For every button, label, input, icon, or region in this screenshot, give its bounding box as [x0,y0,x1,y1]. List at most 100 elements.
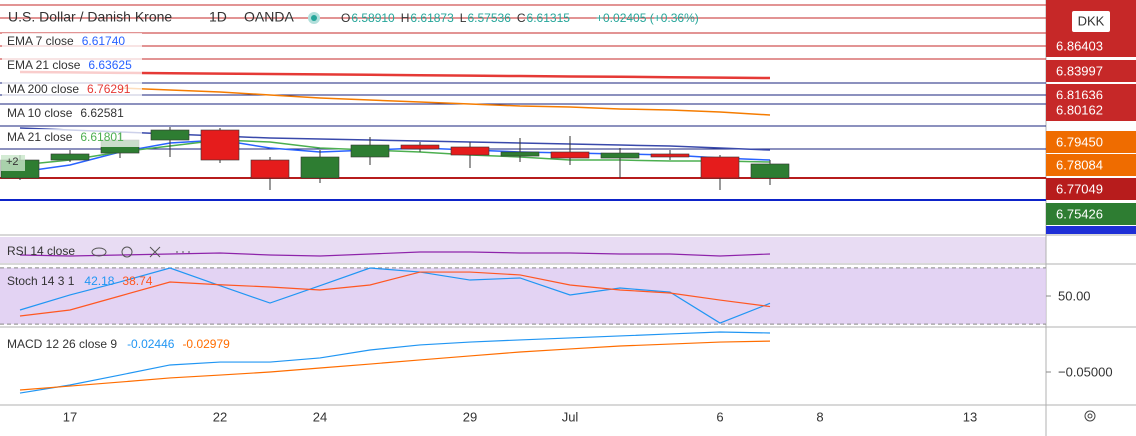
price-label-bg [1046,178,1136,200]
ohlc-key: O [341,11,350,25]
price-label: 6.79450 [1056,134,1103,149]
eye-icon[interactable] [91,247,107,257]
x-tick-label: 8 [816,409,823,424]
candle-body [450,146,490,156]
band [0,267,1046,325]
legend-value: 6.76291 [87,82,131,96]
pane-title: RSI 14 close [7,244,75,258]
candle-body [750,163,790,179]
ohlc-key: C [517,11,526,25]
interval: 1D [209,9,227,25]
price-label: 6.78084 [1056,157,1103,172]
candle-body [700,156,740,179]
legend-value: 42.18 [84,274,114,288]
ohlc-value: 6.61873 [410,11,454,25]
price-label-bg [1046,131,1136,153]
status-dot [311,15,317,21]
pane-title: Stoch 14 3 1 [7,274,75,288]
price-label-bg [1046,203,1136,225]
price-label-bg [1046,154,1136,176]
legend-bg [2,105,142,123]
legend-value: -0.02446 [127,337,175,351]
price-label-bg [1046,60,1136,82]
indicator-line [19,331,771,394]
overlay-line [19,139,771,166]
legend-name: MA 21 close [7,130,73,144]
price-label: 6.83997 [1056,63,1103,78]
candle-body [600,152,640,159]
source: OANDA [244,9,294,25]
legend-name: MA 10 close [7,106,73,120]
legend-value: 6.61801 [80,130,124,144]
x-tick-label: 13 [963,409,977,424]
x-tick-label: 22 [213,409,227,424]
close-icon[interactable] [149,246,161,258]
legend-value: 6.61740 [82,34,126,48]
legend-bg [2,33,142,51]
candle-body [200,129,240,161]
x-tick-label: 17 [63,409,77,424]
ohlc-value: 6.57536 [467,11,511,25]
legend-value: -0.02979 [182,337,230,351]
ohlc-value: 6.58910 [351,11,395,25]
legend-value: 38.74 [122,274,152,288]
overlay-line [19,127,771,151]
pane-title: MACD 12 26 close 9 [7,337,117,351]
settings-gear[interactable] [1084,410,1096,422]
price-label: 6.77049 [1056,181,1103,196]
candle-body [350,144,390,158]
price-label: 6.75426 [1056,206,1103,221]
candle-body [650,153,690,158]
indicator-line [19,340,771,391]
badge-bg [1,155,25,171]
legend-name: EMA 21 close [7,58,81,72]
x-tick-label: 24 [313,409,327,424]
ohlc-value: 6.61315 [527,11,571,25]
price-label: 6.86403 [1056,38,1103,53]
drawings [0,4,1046,201]
overlay-line [119,87,771,116]
candle-body [50,153,90,161]
overlay-line [19,70,771,80]
candle-body [150,129,190,141]
y-tick-label: 50.00 [1058,288,1091,303]
overlay-line [19,139,771,173]
legend-bg [2,81,142,99]
indicator-line [19,271,771,317]
legend-value: 6.62581 [80,106,124,120]
gear-icon[interactable] [1087,413,1093,419]
legend-value: 6.63625 [88,58,132,72]
price-label: 6.81636 [1056,87,1103,102]
indicator-line [19,251,771,257]
x-tick-label: Jul [562,409,579,424]
candle-body [550,151,590,159]
candle-body [250,159,290,179]
rsi-icons [91,246,190,258]
indicator-line [19,267,771,324]
currency: DKK [1078,13,1105,28]
y-tick-label: −0.05000 [1058,364,1113,379]
x-tick-label: 29 [463,409,477,424]
ohlc-key: H [401,11,410,25]
price-label: 6.80162 [1056,102,1103,117]
legend-name: EMA 7 close [7,34,74,48]
legend-bg [2,57,142,75]
candle-body [400,144,440,150]
currency-box [1072,11,1110,32]
plot [0,70,1051,394]
candle-body [300,156,340,179]
price-label-bg [1046,35,1136,57]
legend-name: MA 200 close [7,82,79,96]
settings-icon[interactable] [121,246,133,258]
gear-icon[interactable] [1084,410,1096,422]
ohlc-key: L [460,11,467,25]
rsi-pane-bg [0,237,1046,263]
badge: +2 [6,156,19,168]
candle-body [500,151,540,157]
price-label-bg [1046,226,1136,234]
price-label-bg [1046,99,1136,121]
change: +0.02405 (+0.36%) [596,11,699,25]
legend-bg [2,129,142,147]
